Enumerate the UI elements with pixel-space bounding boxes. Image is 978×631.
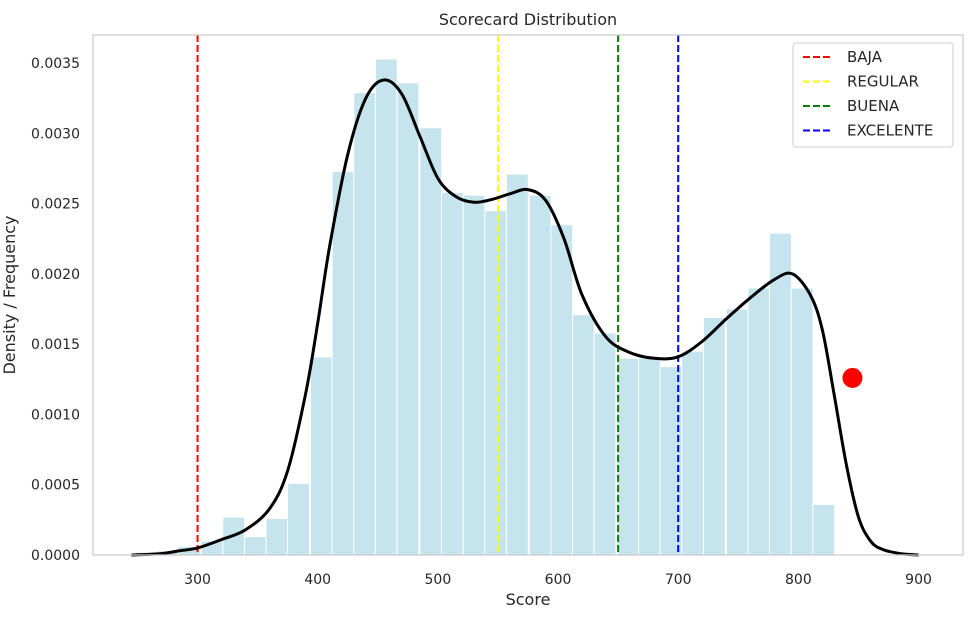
x-axis-label: Score <box>506 590 551 609</box>
histogram-bar <box>593 332 617 556</box>
histogram-bar <box>571 314 595 556</box>
y-tick-label: 0.0010 <box>31 407 80 423</box>
histogram-bar <box>638 357 661 556</box>
score-marker-layer <box>842 367 863 388</box>
legend-box <box>792 42 954 148</box>
legend-label: REGULAR <box>847 73 919 91</box>
x-axis-ticks: 300 400 500 600 700 800 900 <box>184 572 932 588</box>
histogram-bar <box>287 482 311 556</box>
y-axis-ticks: 0.0000 0.0005 0.0010 0.0015 0.0020 0.0025 0.00… <box>31 56 80 564</box>
histogram-bar <box>505 173 529 556</box>
histogram-bar <box>265 517 289 556</box>
histogram-bar <box>462 194 486 556</box>
score-marker <box>842 367 863 388</box>
histogram-bar <box>747 287 771 556</box>
y-tick-label: 0.0025 <box>31 197 80 213</box>
legend-label: BAJA <box>847 48 883 66</box>
y-tick-label: 0.0005 <box>31 478 80 494</box>
histogram-bar <box>812 503 836 556</box>
histogram-bar <box>702 316 726 556</box>
chart-title: Scorecard Distribution <box>439 10 617 29</box>
x-tick-label: 900 <box>905 572 932 588</box>
histogram-bar <box>310 356 333 556</box>
histogram-bar <box>243 536 267 556</box>
x-tick-label: 300 <box>184 572 211 588</box>
x-tick-label: 600 <box>545 572 572 588</box>
x-tick-label: 500 <box>425 572 452 588</box>
y-tick-label: 0.0030 <box>31 126 80 142</box>
legend-label: BUENA <box>847 97 900 115</box>
histogram-bar <box>331 170 355 556</box>
histogram-bar <box>484 210 508 556</box>
y-axis-label: Density / Frequency <box>0 215 19 374</box>
plot-frame <box>92 34 964 556</box>
y-tick-label: 0.0000 <box>31 548 80 564</box>
y-tick-label: 0.0015 <box>31 337 80 353</box>
histogram-bar <box>616 357 640 556</box>
legend: BAJA REGULAR BUENA EXCELENTE <box>792 42 954 148</box>
histogram-bar <box>550 224 574 556</box>
histogram-bar <box>396 82 420 556</box>
legend-label: EXCELENTE <box>847 122 933 140</box>
histogram-bar <box>440 191 464 556</box>
x-tick-label: 800 <box>785 572 812 588</box>
histogram-bar <box>528 194 552 556</box>
histogram-bar <box>374 58 398 556</box>
threshold-lines <box>196 35 680 555</box>
histogram-bar <box>419 127 443 556</box>
histogram-bars <box>134 58 836 556</box>
y-tick-label: 0.0020 <box>31 267 80 283</box>
y-tick-label: 0.0035 <box>31 56 80 72</box>
histogram-bar <box>725 308 749 556</box>
histogram-bar <box>790 287 814 556</box>
histogram-bar <box>681 350 705 556</box>
x-tick-label: 700 <box>665 572 692 588</box>
kde-curve <box>131 78 919 557</box>
x-tick-label: 400 <box>304 572 331 588</box>
histogram-bar <box>353 92 377 556</box>
